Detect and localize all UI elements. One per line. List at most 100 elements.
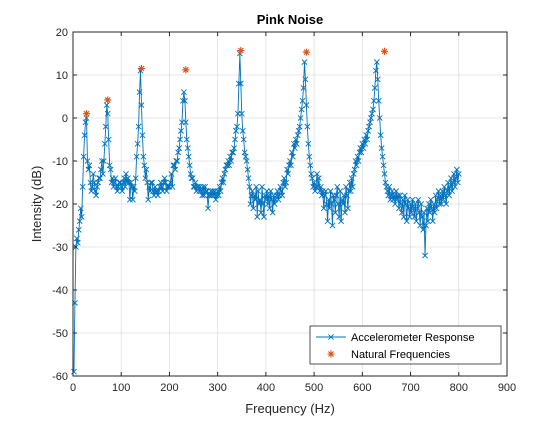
response-point xyxy=(260,201,266,207)
response-point xyxy=(348,175,355,182)
x-tick-label: 500 xyxy=(305,382,323,394)
legend-entry-natural-frequencies: Natural Frequencies xyxy=(327,349,451,361)
response-point xyxy=(161,175,168,182)
response-point xyxy=(282,183,289,190)
response-point xyxy=(309,175,316,182)
response-point xyxy=(386,183,393,190)
response-point xyxy=(327,188,334,195)
legend-label: Accelerometer Response xyxy=(351,332,475,344)
response-point xyxy=(380,162,387,169)
response-point xyxy=(247,201,254,207)
response-point xyxy=(406,213,413,220)
series-layer xyxy=(71,46,462,375)
response-point xyxy=(123,170,129,177)
legend: Accelerometer Response Natural Frequencie… xyxy=(309,325,502,365)
response-point xyxy=(355,158,362,164)
natural-frequency-point xyxy=(137,64,146,73)
response-point xyxy=(180,89,187,96)
response-point xyxy=(140,153,147,160)
response-point xyxy=(142,175,149,182)
natural-frequency-point xyxy=(380,47,389,55)
response-point xyxy=(404,196,411,203)
response-point xyxy=(104,110,111,117)
response-point xyxy=(339,196,345,203)
series-natural-frequencies xyxy=(82,46,389,118)
response-point xyxy=(396,205,402,212)
response-point xyxy=(455,170,462,177)
response-point xyxy=(358,149,365,156)
response-point xyxy=(95,179,101,186)
response-point xyxy=(277,183,284,190)
response-point xyxy=(307,162,314,169)
response-point xyxy=(320,205,327,212)
response-point xyxy=(232,136,238,143)
response-point xyxy=(443,201,450,207)
response-point xyxy=(176,145,183,152)
response-point xyxy=(368,115,374,121)
response-point xyxy=(351,166,358,173)
response-point xyxy=(415,196,422,203)
response-point xyxy=(429,218,436,225)
response-point xyxy=(266,205,273,212)
response-point xyxy=(145,196,152,203)
response-point xyxy=(173,158,180,164)
response-point xyxy=(329,222,336,229)
response-point xyxy=(401,192,408,199)
response-point xyxy=(139,132,146,139)
response-point xyxy=(205,205,211,212)
response-point xyxy=(370,106,376,113)
response-point xyxy=(397,192,403,199)
natural-frequency-point xyxy=(237,46,245,55)
response-point xyxy=(218,179,225,186)
response-point xyxy=(379,153,386,160)
y-tick-label: -40 xyxy=(52,285,68,297)
response-point xyxy=(71,368,77,375)
response-point xyxy=(328,201,335,207)
response-point xyxy=(416,209,423,216)
response-point xyxy=(305,140,312,147)
response-point xyxy=(412,201,419,207)
response-point xyxy=(178,127,184,134)
x-tick-label: 100 xyxy=(112,382,130,394)
response-point xyxy=(228,158,235,164)
response-point xyxy=(363,132,370,139)
response-point xyxy=(186,162,193,169)
response-point xyxy=(440,196,447,203)
response-point xyxy=(336,213,343,220)
response-point xyxy=(287,158,293,164)
response-point xyxy=(314,170,320,177)
response-point xyxy=(172,166,179,173)
response-point xyxy=(76,218,83,225)
response-point xyxy=(452,183,458,190)
response-point xyxy=(376,115,383,121)
response-point xyxy=(242,153,249,160)
response-point xyxy=(353,162,360,169)
response-point xyxy=(417,222,424,229)
response-point xyxy=(233,127,239,134)
response-point xyxy=(422,252,428,259)
response-point xyxy=(169,183,176,190)
response-point xyxy=(342,209,348,216)
response-point xyxy=(182,119,189,126)
response-point xyxy=(93,192,100,199)
response-point xyxy=(164,183,171,190)
response-point xyxy=(75,226,82,233)
x-tick-label: 400 xyxy=(257,382,275,394)
response-point xyxy=(77,205,84,212)
response-point xyxy=(323,201,330,207)
response-point xyxy=(238,110,245,117)
response-point xyxy=(398,209,405,216)
response-point xyxy=(94,183,101,190)
response-point xyxy=(107,166,114,173)
response-point xyxy=(296,123,303,130)
legend-marker-x xyxy=(328,334,334,340)
response-point xyxy=(349,183,356,190)
response-point xyxy=(420,226,427,233)
response-point xyxy=(373,59,380,66)
response-point xyxy=(431,209,438,216)
response-point xyxy=(97,175,103,182)
response-point xyxy=(257,196,264,203)
response-point xyxy=(362,140,369,147)
response-point xyxy=(433,205,440,212)
